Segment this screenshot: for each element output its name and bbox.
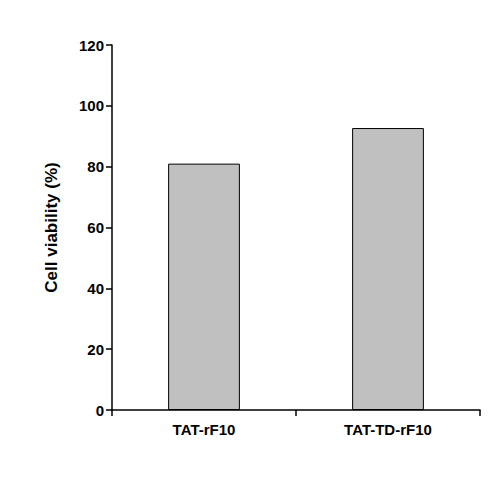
svg-text:120: 120 <box>79 37 104 54</box>
svg-text:100: 100 <box>79 97 104 114</box>
svg-text:TAT-TD-rF10: TAT-TD-rF10 <box>344 421 432 438</box>
svg-text:TAT-rF10: TAT-rF10 <box>173 421 236 438</box>
svg-text:60: 60 <box>87 219 104 236</box>
svg-text:20: 20 <box>87 341 104 358</box>
svg-text:40: 40 <box>87 280 104 297</box>
svg-text:0: 0 <box>96 402 104 419</box>
svg-text:Cell viability (%): Cell viability (%) <box>42 162 61 292</box>
svg-text:80: 80 <box>87 158 104 175</box>
